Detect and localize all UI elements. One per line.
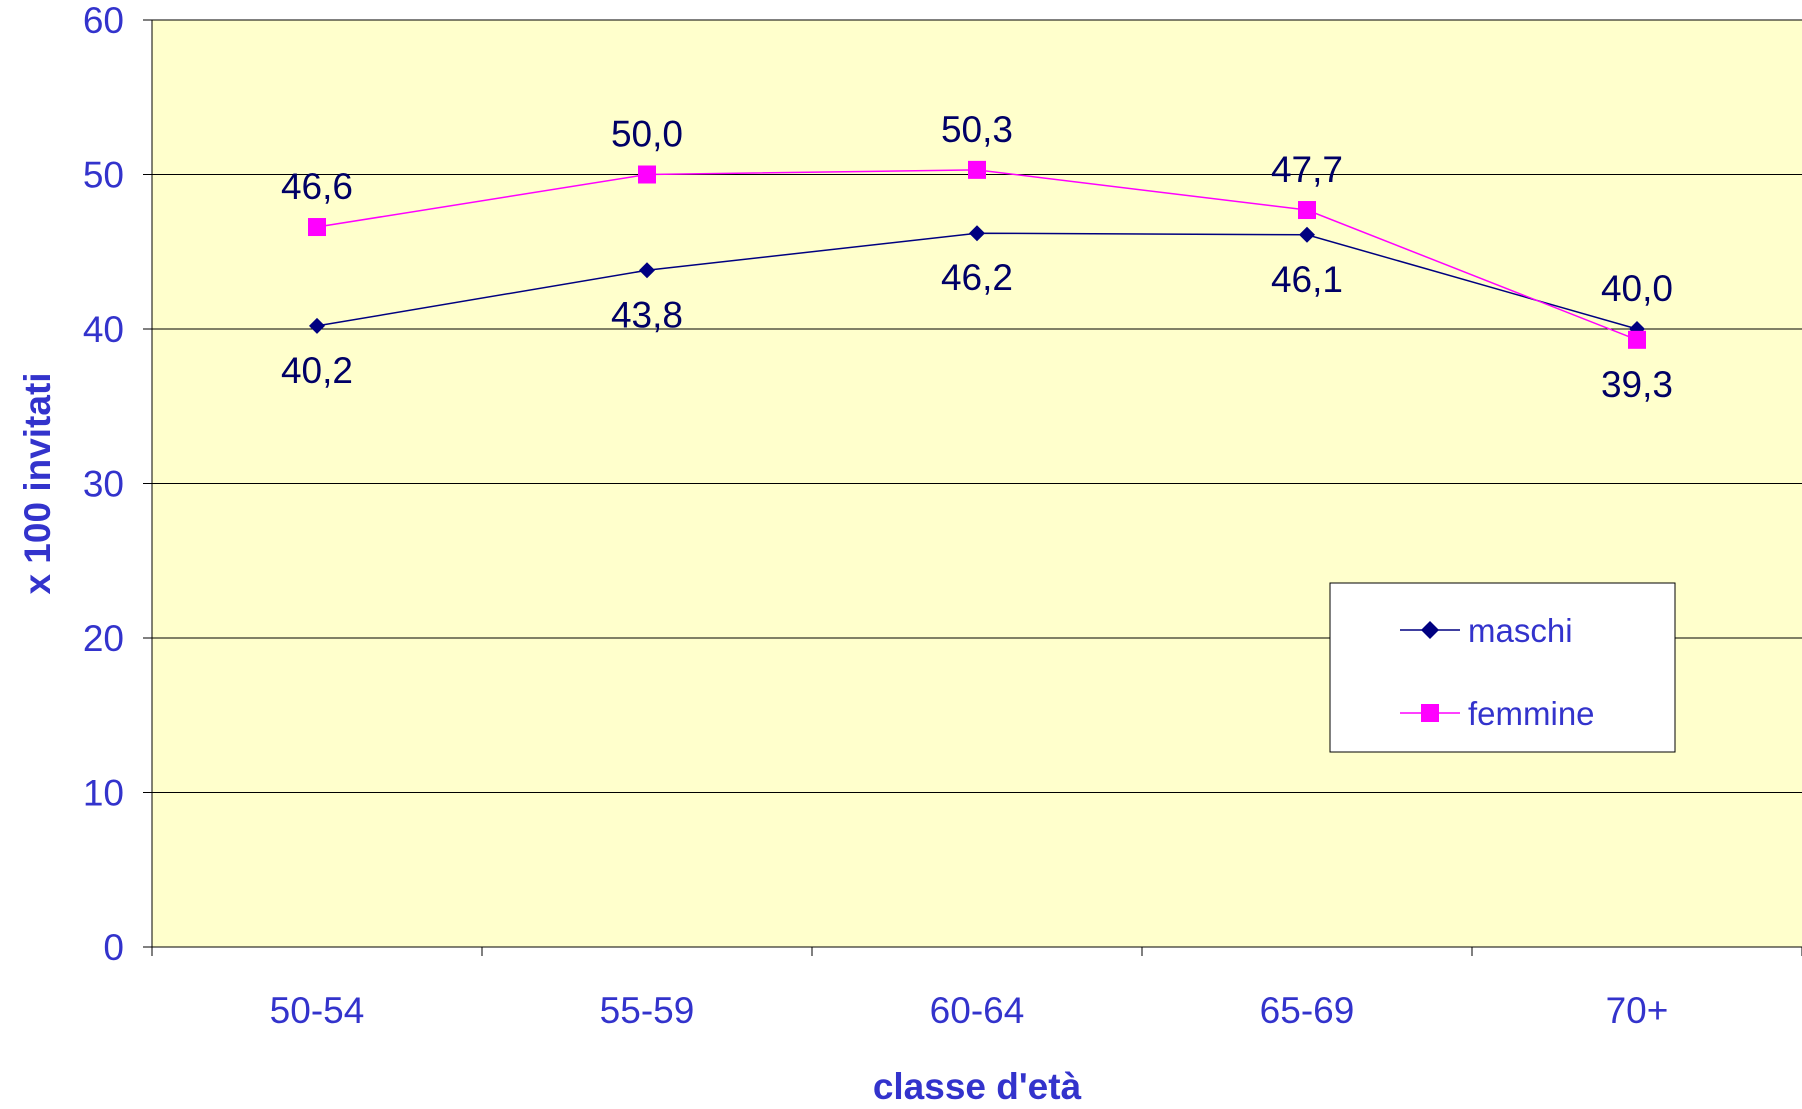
data-label-maschi: 43,8 xyxy=(611,294,683,335)
x-tick-label: 60-64 xyxy=(930,990,1025,1031)
x-tick-label: 50-54 xyxy=(270,990,365,1031)
y-tick-label: 30 xyxy=(83,464,124,505)
y-tick-label: 0 xyxy=(103,927,124,968)
data-label-femmine: 47,7 xyxy=(1271,149,1343,190)
x-axis-tick-labels: 50-54 55-59 60-64 65-69 70+ xyxy=(270,990,1669,1031)
data-label-femmine: 50,3 xyxy=(941,109,1013,150)
legend: maschi femmine xyxy=(1329,582,1676,753)
data-label-maschi: 40,0 xyxy=(1601,268,1673,309)
point-maschi xyxy=(639,262,655,279)
point-femmine xyxy=(1628,330,1646,349)
legend-marker-femmine xyxy=(1421,704,1439,722)
data-label-femmine: 46,6 xyxy=(281,166,353,207)
y-tick-label: 50 xyxy=(83,155,124,196)
x-tick-label: 65-69 xyxy=(1260,990,1355,1031)
y-axis-tick-labels: 0 10 20 30 40 50 60 xyxy=(83,0,124,968)
point-femmine xyxy=(1298,201,1316,220)
data-labels: 40,2 43,8 46,2 46,1 40,0 46,6 50,0 50,3 47,7 39,3 xyxy=(281,109,1673,405)
point-maschi xyxy=(969,225,985,242)
series-lines xyxy=(308,160,1646,349)
legend-label-femmine: femmine xyxy=(1468,695,1595,732)
x-axis-title: classe d'età xyxy=(873,1066,1082,1107)
data-label-maschi: 40,2 xyxy=(281,350,353,391)
y-axis-title: x 100 invitati xyxy=(17,372,58,594)
legend-label-maschi: maschi xyxy=(1468,612,1573,649)
y-tick-label: 20 xyxy=(83,618,124,659)
axes xyxy=(143,19,1802,956)
x-tick-label: 55-59 xyxy=(600,990,695,1031)
y-tick-label: 10 xyxy=(83,773,124,814)
point-maschi xyxy=(309,317,325,334)
legend-marker-maschi xyxy=(1421,621,1439,639)
data-label-maschi: 46,2 xyxy=(941,257,1013,298)
x-tick-label: 70+ xyxy=(1606,990,1669,1031)
data-label-maschi: 46,1 xyxy=(1271,259,1343,300)
point-femmine xyxy=(308,218,326,237)
point-maschi xyxy=(1299,226,1315,243)
y-tick-label: 60 xyxy=(83,0,124,41)
gridlines xyxy=(152,19,1802,793)
data-label-femmine: 50,0 xyxy=(611,114,683,155)
y-tick-label: 40 xyxy=(83,309,124,350)
legend-box xyxy=(1329,582,1676,753)
data-label-femmine: 39,3 xyxy=(1601,364,1673,405)
point-femmine xyxy=(638,165,656,184)
point-femmine xyxy=(968,160,986,179)
